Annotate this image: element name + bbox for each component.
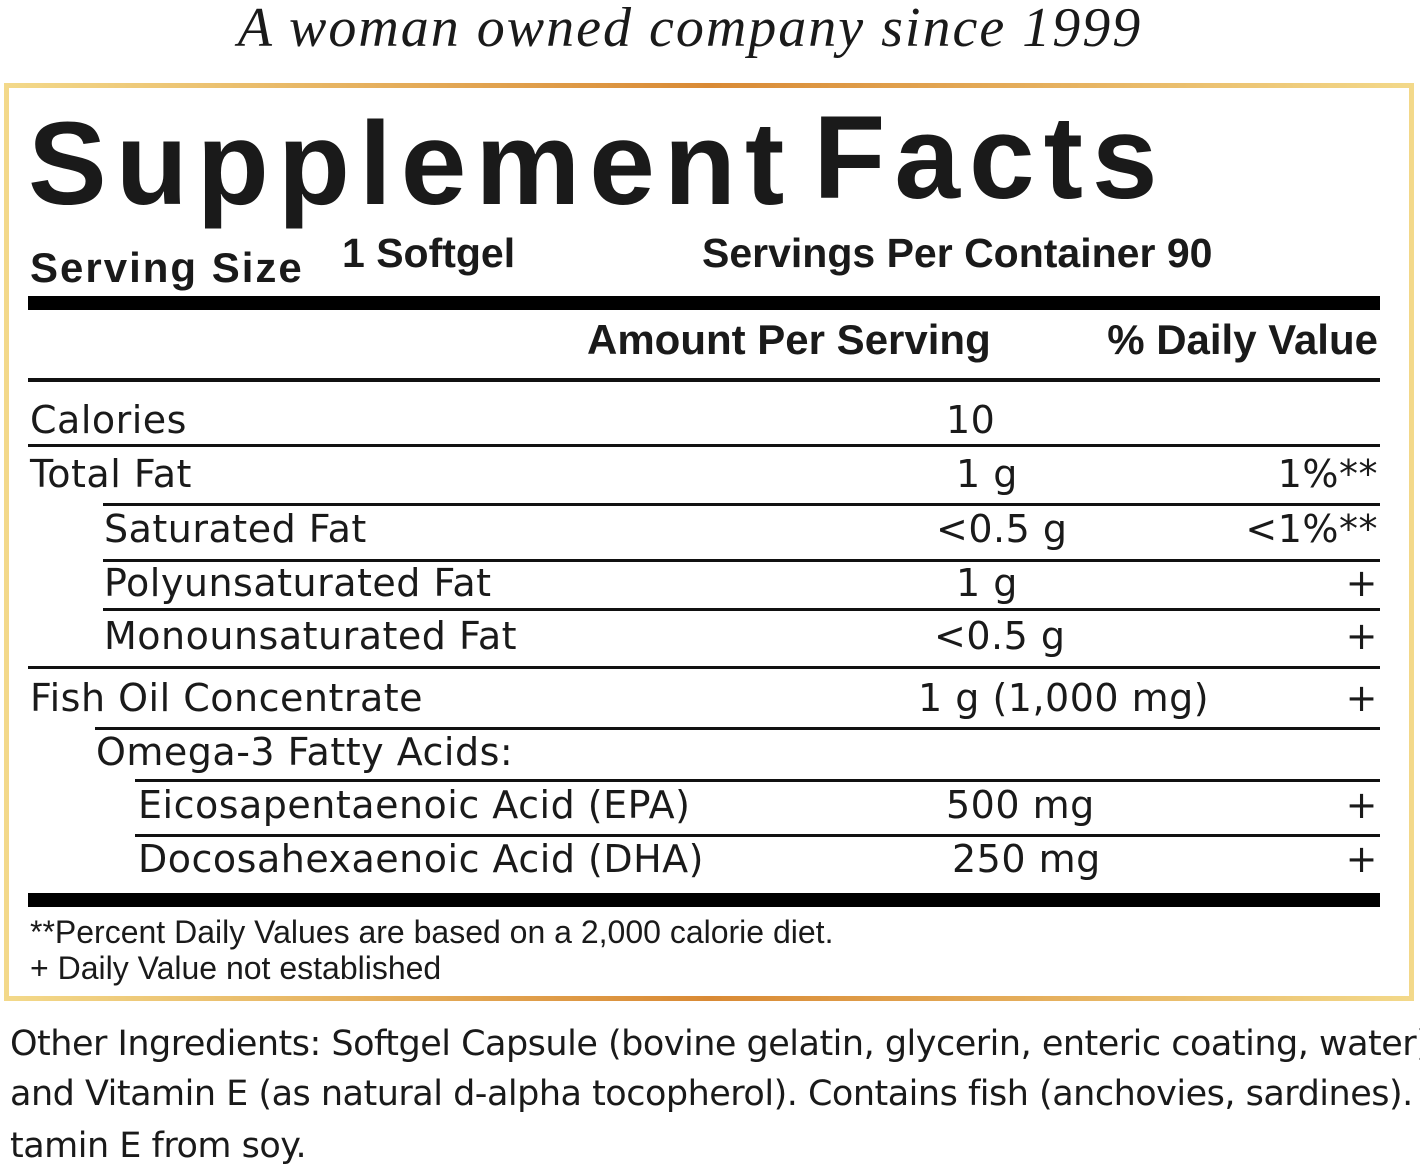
row-name: Omega-3 Fatty Acids:	[96, 730, 514, 774]
servings-per-container: Servings Per Container 90	[702, 230, 1213, 276]
serving-size-value: 1 Softgel	[342, 230, 516, 276]
divider	[103, 559, 1380, 562]
divider	[135, 779, 1380, 782]
row-dv: <1%**	[1245, 507, 1378, 551]
row-amount: 10	[946, 398, 996, 442]
row-amount: 1 g	[956, 452, 1018, 496]
row-amount: <0.5 g	[934, 614, 1066, 658]
row-name: Monounsaturated Fat	[104, 614, 518, 658]
row-dv: +	[1345, 676, 1378, 720]
row-amount: 500 mg	[946, 783, 1095, 827]
thick-divider	[28, 893, 1380, 907]
row-amount: 1 g (1,000 mg)	[918, 676, 1210, 720]
row-name: Total Fat	[30, 452, 192, 496]
row-amount: <0.5 g	[936, 507, 1068, 551]
daily-value-header: % Daily Value	[1107, 316, 1378, 363]
footnote-not-established: + Daily Value not established	[30, 950, 442, 986]
divider	[28, 666, 1380, 669]
row-name: Fish Oil Concentrate	[30, 676, 424, 720]
divider	[28, 378, 1380, 382]
row-name: Docosahexaenoic Acid (DHA)	[138, 837, 705, 881]
other-ingredients-line: Other Ingredients: Softgel Capsule (bovi…	[10, 1024, 1420, 1064]
divider	[135, 834, 1380, 837]
row-name: Calories	[30, 398, 187, 442]
other-ingredients-line: tamin E from soy.	[10, 1126, 307, 1166]
row-amount: 1 g	[956, 561, 1018, 605]
row-amount: 250 mg	[952, 837, 1101, 881]
divider	[95, 727, 1380, 730]
title-word-facts: Facts	[813, 92, 1167, 224]
amount-per-serving-header: Amount Per Serving	[587, 316, 991, 363]
divider	[103, 608, 1380, 611]
other-ingredients-line: and Vitamin E (as natural d-alpha tocoph…	[10, 1074, 1420, 1114]
thick-divider	[28, 296, 1380, 310]
row-dv: +	[1345, 561, 1378, 605]
footnote-daily-values: **Percent Daily Values are based on a 2,…	[30, 914, 834, 950]
divider	[103, 503, 1380, 506]
row-dv: +	[1345, 614, 1378, 658]
row-name: Polyunsaturated Fat	[104, 561, 492, 605]
supplement-facts-panel	[4, 83, 1414, 1001]
divider	[28, 444, 1380, 447]
row-dv: +	[1345, 837, 1378, 881]
row-name: Saturated Fat	[104, 507, 367, 551]
row-dv: 1%**	[1277, 452, 1378, 496]
panel-title: Supplement Facts	[28, 92, 1167, 232]
serving-size-label: Serving Size	[30, 244, 304, 291]
tagline: A woman owned company since 1999	[237, 0, 1143, 59]
row-dv: +	[1345, 783, 1378, 827]
title-word-supplement: Supplement	[28, 98, 794, 230]
row-name: Eicosapentaenoic Acid (EPA)	[138, 783, 691, 827]
